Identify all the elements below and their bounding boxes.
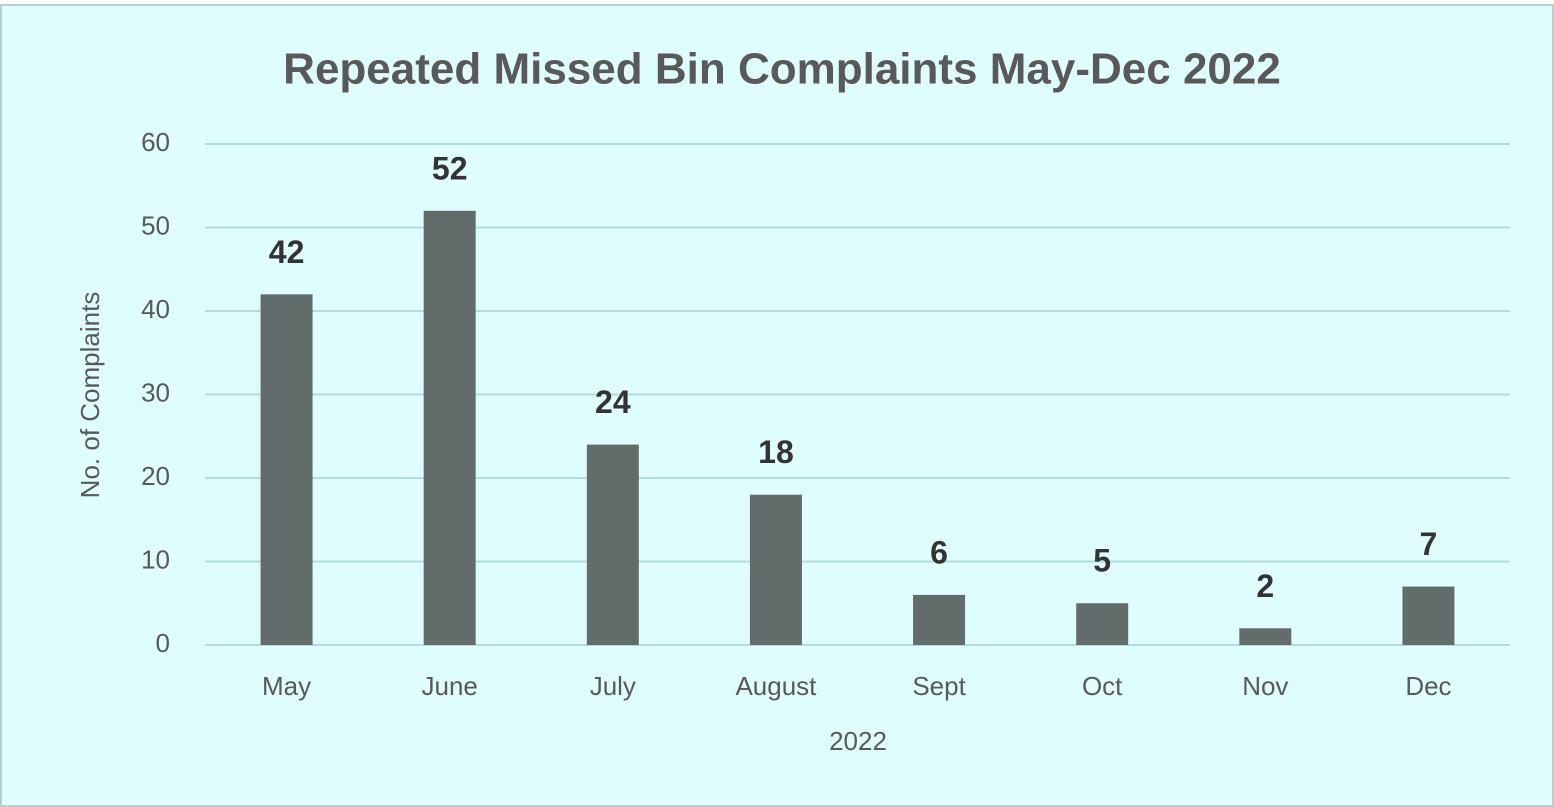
data-label: 6	[930, 534, 948, 570]
data-label: 5	[1093, 543, 1111, 579]
bar	[260, 294, 313, 645]
bar	[1402, 586, 1455, 645]
data-label: 7	[1420, 526, 1438, 562]
x-tick-label: Dec	[1405, 671, 1451, 701]
y-tick-label: 40	[141, 294, 170, 324]
bar	[913, 594, 966, 645]
x-tick-label: May	[262, 671, 311, 701]
data-label: 2	[1256, 568, 1274, 604]
x-tick-label: Sept	[912, 671, 966, 701]
x-tick-label: July	[590, 671, 636, 701]
bar	[1076, 603, 1129, 645]
y-tick-label: 10	[141, 544, 170, 574]
data-label: 42	[269, 234, 305, 270]
data-label: 52	[432, 150, 468, 186]
x-axis-label: 2022	[829, 726, 887, 756]
y-tick-label: 20	[141, 461, 170, 491]
y-tick-label: 30	[141, 377, 170, 407]
y-tick-label: 0	[156, 628, 170, 658]
data-label: 24	[595, 384, 631, 420]
x-tick-label: Nov	[1242, 671, 1288, 701]
bar	[1239, 628, 1292, 645]
y-tick-label: 60	[141, 127, 170, 157]
y-tick-label: 50	[141, 210, 170, 240]
bar	[423, 210, 476, 646]
bar	[749, 494, 802, 645]
x-tick-label: Oct	[1082, 671, 1123, 701]
y-axis-label: No. of Complaints	[75, 292, 105, 499]
x-tick-label: June	[421, 671, 477, 701]
chart-title: Repeated Missed Bin Complaints May-Dec 2…	[283, 45, 1281, 94]
chart-background	[0, 4, 1554, 807]
data-label: 18	[758, 434, 794, 470]
bar	[586, 444, 639, 645]
x-tick-label: August	[735, 671, 817, 701]
